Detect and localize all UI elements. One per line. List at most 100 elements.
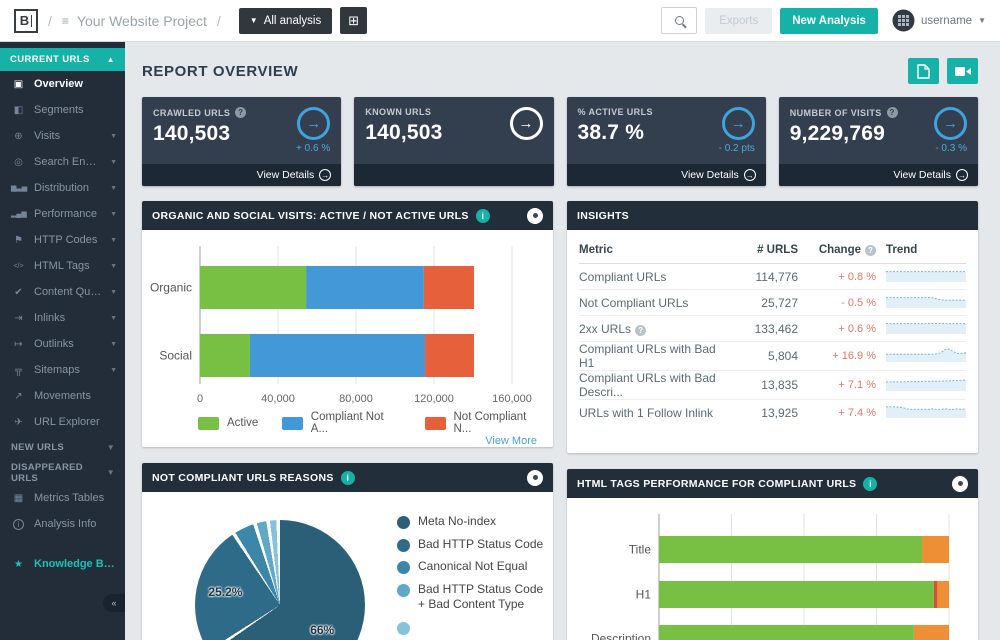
view-details-link[interactable]: View Details →	[566, 164, 766, 186]
user-menu[interactable]: username ▼	[892, 9, 986, 32]
botify-logo[interactable]: B	[14, 8, 38, 33]
legend-item-bad-http-status-code[interactable]: Bad HTTP Status Code	[397, 537, 545, 553]
sidebar-section-current-urls[interactable]: CURRENT URLS ▲	[0, 48, 125, 71]
sidebar-item-analysis-info[interactable]: i Analysis Info	[0, 511, 125, 537]
kpi-card-known-urls: KNOWN URLS 140,503 →	[354, 97, 554, 186]
all-analysis-button[interactable]: ▼ All analysis	[238, 7, 333, 34]
legend-bullet	[397, 561, 410, 575]
insight-change: + 7.4 %	[838, 406, 876, 419]
view-details-link[interactable]: View Details →	[142, 164, 342, 186]
sidebar-item-performance[interactable]: ▂▄▆ Performance ▼	[0, 201, 125, 227]
legend-bullet	[397, 516, 410, 529]
search-icon: ◎	[14, 156, 23, 168]
insight-trend	[876, 400, 967, 426]
insight-change: - 0.5 %	[798, 289, 876, 316]
legend-item-meta-no-index[interactable]: Meta No-index	[397, 514, 545, 530]
new-analysis-button[interactable]: New Analysis	[780, 7, 878, 34]
arrow-right-icon[interactable]: →	[297, 107, 331, 140]
export-pdf-button[interactable]	[908, 58, 939, 84]
view-details-link[interactable]: View Details →	[778, 164, 978, 186]
chevron-down-icon: ▼	[110, 132, 117, 140]
svg-text:Social: Social	[159, 349, 192, 363]
sidebar-item-html-tags[interactable]: </> HTML Tags ▼	[0, 253, 125, 279]
reasons-pie-chart	[195, 520, 365, 640]
panel-collapse-button[interactable]	[527, 207, 543, 224]
arrow-right-icon[interactable]: →	[721, 107, 755, 140]
panel-title: ORGANIC AND SOCIAL VISITS: ACTIVE / NOT …	[152, 209, 469, 222]
breadcrumb-project-name[interactable]: Your Website Project	[76, 12, 207, 29]
legend-label: Meta No-index	[418, 514, 497, 528]
legend-swatch	[425, 416, 446, 430]
card-delta: - 0.3 %	[935, 143, 967, 154]
organic-social-bar-chart: 0 40,000 80,000 120,000 160,000 Organic Social	[150, 246, 532, 405]
svg-text:H1: H1	[636, 588, 652, 602]
video-button[interactable]	[947, 58, 978, 84]
sidebar-item-visits[interactable]: ⊕ Visits ▼	[0, 123, 125, 149]
sidebar-item-url-explorer[interactable]: ✈ URL Explorer	[0, 409, 125, 435]
sidebar-item-segments[interactable]: ◧ Segments	[0, 97, 125, 123]
analysis-grid-button[interactable]: ⊞	[340, 7, 368, 34]
svg-text:0: 0	[197, 393, 203, 404]
sidebar-item-label: Knowledge Base	[34, 558, 117, 570]
legend-bullet	[397, 538, 410, 552]
sidebar-item-overview[interactable]: ▣ Overview	[0, 71, 125, 97]
sidebar-item-distribution[interactable]: ▆▃▅ Distribution ▼	[0, 175, 125, 201]
trend-sparkline	[886, 406, 967, 419]
insight-metric[interactable]: Compliant URLs	[579, 263, 718, 290]
kpi-card-active-urls: % ACTIVE URLS 38.7 % → - 0.2 pts View Detail…	[566, 97, 766, 186]
project-list-icon[interactable]: ≡	[61, 13, 69, 28]
sidebar-section-disappeared-urls[interactable]: DISAPPEARED URLS ▼	[0, 460, 125, 485]
sidebar-item-inlinks[interactable]: ⇥ Inlinks ▼	[0, 305, 125, 331]
exports-button[interactable]: Exports	[705, 7, 773, 34]
insight-change: + 0.6 %	[798, 315, 876, 342]
legend-item-not-compliant-n[interactable]: Not Compliant N...	[425, 411, 545, 435]
top-navigation-bar: B / ≡ Your Website Project / ▼ All analy…	[0, 0, 1000, 42]
sidebar-item-http-codes[interactable]: ⚑ HTTP Codes ▼	[0, 227, 125, 253]
sidebar-item-sitemaps[interactable]: ╦ Sitemaps ▼	[0, 357, 125, 383]
chevron-down-icon: ▼	[110, 210, 117, 218]
help-icon[interactable]: ?	[865, 245, 876, 256]
legend-item-bad-http-status-code-bad-content-type[interactable]: Bad HTTP Status Code + Bad Content Type	[397, 582, 545, 613]
insight-metric[interactable]: Compliant URLs with Bad Descri...	[579, 370, 718, 400]
insight-metric[interactable]: URLs with 1 Follow Inlink	[579, 405, 714, 420]
legend-item-canonical-not-equal[interactable]: Canonical Not Equal	[397, 559, 545, 575]
trend-sparkline	[886, 323, 966, 334]
info-icon[interactable]: i	[475, 208, 490, 223]
panel-collapse-button[interactable]	[527, 469, 543, 486]
sidebar-item-search-engines[interactable]: ◎ Search Engines ▼	[0, 149, 125, 175]
info-icon[interactable]: i	[863, 476, 878, 491]
sidebar-item-knowledge-base[interactable]: ★ Knowledge Base	[0, 551, 125, 577]
card-label: CRAWLED URLS?	[153, 107, 247, 118]
card-value: 140,503	[153, 122, 231, 145]
insight-metric[interactable]: 2xx URLs?	[579, 315, 718, 342]
sidebar-item-outlinks[interactable]: ↦ Outlinks ▼	[0, 331, 125, 357]
legend-label: Not Compliant N...	[453, 411, 527, 435]
card-label-text: KNOWN URLS	[365, 107, 432, 117]
trend-sparkline	[886, 379, 966, 391]
arrow-right-icon[interactable]: →	[934, 107, 967, 140]
insight-metric[interactable]: Not Compliant URLs	[579, 289, 718, 316]
arrow-right-icon[interactable]: →	[509, 107, 543, 140]
chevron-up-icon: ▲	[106, 55, 115, 64]
info-icon[interactable]: i	[340, 470, 355, 485]
view-more-link[interactable]: View More	[485, 435, 537, 447]
legend-item-item[interactable]	[397, 620, 545, 635]
help-icon[interactable]: ?	[635, 324, 647, 336]
legend-item-compliant-not-a[interactable]: Compliant Not A...	[282, 411, 401, 435]
panel-collapse-button[interactable]	[952, 475, 968, 492]
view-details-label: View Details	[681, 169, 739, 181]
code-icon: </>	[13, 262, 24, 270]
pie-legend: Meta No-index Bad HTTP Status Code Canonic…	[397, 514, 545, 640]
help-icon[interactable]: ?	[235, 107, 247, 118]
insight-metric[interactable]: Compliant URLs with Bad H1	[579, 341, 718, 371]
help-icon[interactable]: ?	[886, 107, 898, 118]
legend-item-active[interactable]: Active	[198, 411, 258, 435]
sidebar-item-metrics-tables[interactable]: ▦ Metrics Tables	[0, 485, 125, 511]
sidebar-item-label: Overview	[34, 78, 83, 90]
sidebar-item-content-quality[interactable]: ✔ Content Quality ▼	[0, 279, 125, 305]
sidebar-collapse-button[interactable]: «	[103, 594, 125, 612]
sidebar-item-movements[interactable]: ↗ Movements	[0, 383, 125, 409]
sidebar-section-new-urls[interactable]: NEW URLS ▼	[0, 435, 125, 460]
search-button[interactable]	[661, 7, 698, 34]
